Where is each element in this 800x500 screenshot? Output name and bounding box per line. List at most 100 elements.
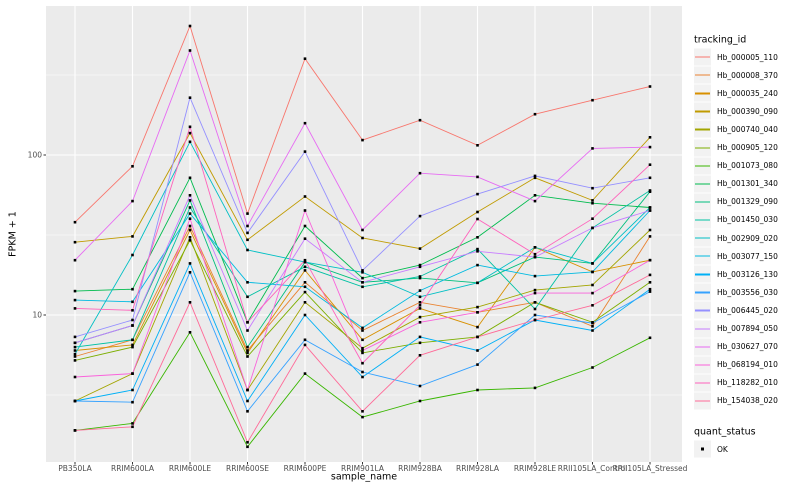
data-point [476,144,479,147]
legend-line-swatch [695,255,710,257]
data-point [73,429,77,432]
data-point [591,304,594,307]
legend-line-swatch [695,56,710,58]
data-point [476,281,479,285]
data-point [476,217,479,221]
data-point [533,318,537,322]
legend-key-line-icon [694,139,711,156]
data-point [591,329,594,332]
legend-item-label: Hb_003556_030 [717,287,778,297]
data-point [73,307,77,310]
legend-line-swatch [695,400,710,402]
data-point [73,289,77,293]
legend-line-swatch [695,364,710,366]
data-point [131,165,134,168]
legend-key-line-icon [694,84,711,102]
data-point [418,171,422,175]
data-point [648,287,652,291]
data-point [476,236,479,239]
data-point [418,247,422,250]
legend-item-label: Hb_000740_040 [717,124,778,134]
data-point [476,349,479,352]
data-point [73,258,77,262]
data-point [188,224,192,228]
legend-line-swatch [695,219,710,221]
data-point [648,336,652,340]
data-point [246,329,249,332]
data-point [591,283,594,287]
data-point [418,263,422,267]
data-point [188,262,192,265]
legend-line-swatch [695,309,710,312]
data-point [303,237,307,240]
data-point [476,311,479,314]
legend-key-line-icon [694,247,711,265]
data-point [131,324,134,327]
data-point [418,276,422,280]
legend-line-swatch [695,273,710,276]
legend-line-swatch [695,110,710,113]
legend-line-swatch [695,147,710,149]
data-point [246,212,249,215]
data-point [188,194,192,197]
data-point [533,386,537,390]
data-point [303,57,307,60]
data-point [73,359,77,362]
data-point [361,370,364,374]
legend-item-label: Hb_000905_120 [717,143,778,152]
data-point [533,176,537,180]
data-point [303,121,307,125]
data-point [246,281,249,284]
data-point [246,349,249,352]
data-point [533,301,537,304]
data-point [648,206,652,209]
data-point [246,345,249,349]
data-point [303,372,307,375]
legend-item-label: Hb_001450_030 [717,215,778,225]
x-tick-label-RRIM901LA: RRIM901LA [341,464,384,473]
data-point [246,295,249,299]
legend-key-line-icon [694,211,711,229]
data-point [533,174,537,178]
data-point [476,250,479,253]
data-point [533,194,537,197]
legend-key-line-icon [694,229,711,247]
x-tick-label-RRIM600LE: RRIM600LE [168,464,212,473]
data-point [303,260,307,264]
data-point [361,351,364,355]
data-point [591,199,594,202]
data-point [418,384,422,388]
data-point [246,410,249,413]
x-tick-label-RRIM600SE: RRIM600SE [226,464,269,473]
data-point [73,341,77,345]
legend-line-swatch [695,237,710,239]
legend-item-label: Hb_118282_010 [717,378,778,388]
data-point [476,325,479,329]
data-point [131,199,134,203]
data-point [361,138,364,142]
data-point [591,201,594,205]
data-point [591,325,594,328]
data-point [73,345,77,349]
legend-line-swatch [695,346,710,348]
y-tick-label: 10 [32,310,42,320]
legend-key-line-icon [694,338,711,356]
data-point [188,236,192,239]
data-point [188,206,192,209]
legend-key-line-icon [694,265,711,283]
legend-line-swatch [695,201,710,203]
legend-item-label: Hb_030627_070 [717,342,778,352]
x-tick-label-RRIM928LE: RRIM928LE [513,464,557,473]
data-point [188,239,192,242]
black-square-marker [701,447,705,451]
data-point [418,354,422,357]
data-point [476,263,479,267]
data-point [73,349,77,352]
legend-line-swatch [695,165,710,167]
legend-item-label: Hb_003077_150 [717,251,778,261]
data-point [73,240,77,244]
data-point [418,275,422,278]
data-point [361,276,364,280]
data-point [188,125,192,129]
